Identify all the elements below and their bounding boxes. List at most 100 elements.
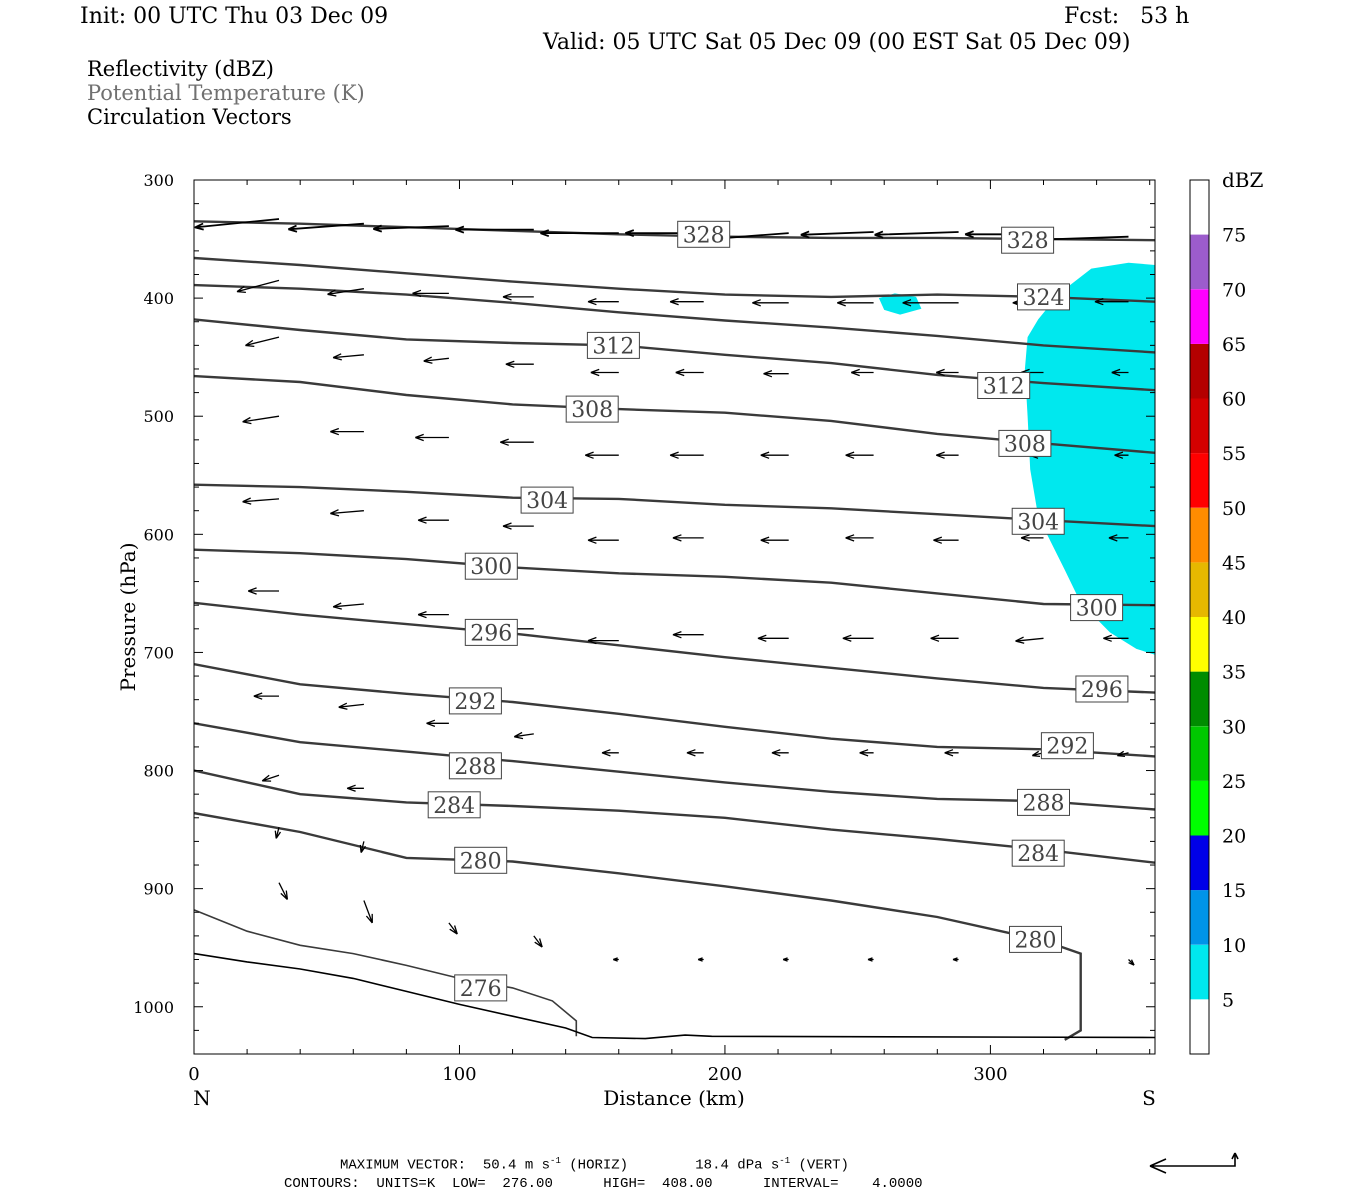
colorbar-swatch bbox=[1190, 562, 1209, 617]
circulation-vector bbox=[902, 299, 959, 307]
reflectivity-region-5dbz bbox=[1024, 262, 1155, 655]
forecast-hour: Fcst: 53 h bbox=[1064, 4, 1190, 29]
circulation-vector bbox=[359, 841, 367, 853]
colorbar-top-white bbox=[1190, 180, 1209, 235]
colorbar-title: dBZ bbox=[1222, 168, 1264, 192]
contour-label-box-288 bbox=[1017, 788, 1070, 816]
footer-max-vector-end: (VERT) bbox=[790, 1157, 849, 1174]
circulation-vector bbox=[760, 451, 789, 459]
circulation-vector bbox=[686, 749, 704, 757]
contour-label-292: 292 bbox=[454, 690, 496, 715]
circulation-vector bbox=[423, 356, 449, 364]
colorbar-label: 10 bbox=[1222, 935, 1246, 957]
contour-label-box-296 bbox=[464, 618, 518, 646]
circulation-vector bbox=[1020, 534, 1044, 542]
circulation-vector bbox=[274, 827, 282, 839]
circulation-vector bbox=[278, 882, 289, 900]
circulation-vector bbox=[584, 451, 619, 459]
x-end-label-north: N bbox=[193, 1086, 211, 1110]
circulation-vector bbox=[1094, 297, 1129, 306]
circulation-vector bbox=[590, 368, 619, 377]
reference-vector bbox=[1149, 1152, 1239, 1174]
contour-label-280: 280 bbox=[1015, 928, 1057, 953]
x-tick-label: 300 bbox=[973, 1064, 1007, 1085]
colorbar-swatch bbox=[1190, 398, 1209, 454]
circulation-vector bbox=[1103, 634, 1129, 642]
circulation-vector bbox=[338, 702, 364, 710]
theta-contour-328 bbox=[194, 220, 1155, 242]
contour-label-324: 324 bbox=[1023, 286, 1065, 311]
colorbar-label: 45 bbox=[1222, 552, 1246, 574]
circulation-vector bbox=[930, 634, 959, 642]
contour-label-308: 308 bbox=[1004, 432, 1046, 457]
theta-contour-304 bbox=[194, 483, 1155, 528]
terrain-line bbox=[194, 952, 1155, 1040]
circulation-vector bbox=[242, 497, 280, 505]
theta-contour-308 bbox=[194, 374, 1155, 454]
colorbar-label: 35 bbox=[1222, 662, 1246, 684]
contour-label-box-280 bbox=[454, 846, 508, 874]
circulation-vector bbox=[1116, 750, 1129, 758]
circulation-vector bbox=[363, 900, 373, 924]
circulation-vector bbox=[859, 749, 874, 757]
colorbar-label: 25 bbox=[1222, 771, 1246, 793]
contour-label-box-304 bbox=[1011, 507, 1065, 535]
contour-label-box-284 bbox=[427, 791, 481, 819]
reference-vector-arrow bbox=[1149, 1152, 1239, 1174]
y-tick-label: 600 bbox=[143, 525, 174, 544]
contour-label-box-312 bbox=[586, 331, 640, 359]
contour-label-292: 292 bbox=[1046, 735, 1088, 760]
circulation-vector bbox=[330, 509, 364, 517]
circulation-vector bbox=[842, 634, 874, 642]
theta-contour-288 bbox=[194, 722, 1155, 811]
theta-contour-layer bbox=[194, 220, 1155, 1041]
footer-max-vector: MAXIMUM VECTOR: 50.4 m s-1 (HORIZ) 18.4 … bbox=[340, 1156, 849, 1174]
circulation-vector bbox=[330, 427, 364, 436]
colorbar-label: 60 bbox=[1222, 389, 1246, 411]
circulation-vector bbox=[426, 719, 449, 728]
colorbar-label: 30 bbox=[1222, 716, 1246, 738]
circulation-vector bbox=[800, 230, 874, 239]
theta-contour-300 bbox=[194, 548, 1155, 607]
circulation-vector bbox=[505, 360, 534, 368]
contour-label-304: 304 bbox=[1017, 510, 1059, 535]
circulation-vector bbox=[1015, 636, 1044, 644]
contour-label-308: 308 bbox=[571, 398, 613, 423]
circulation-vector bbox=[845, 534, 874, 542]
y-tick-label: 800 bbox=[143, 762, 174, 781]
y-tick-label: 1000 bbox=[133, 998, 174, 1017]
colorbar: 5 10 15 20 25 30 35 40 45 50 55 60 65 70 75 bbox=[1189, 179, 1246, 1055]
contour-label-box-296 bbox=[1075, 675, 1129, 703]
circulation-vector bbox=[672, 534, 704, 542]
circulation-vector bbox=[327, 288, 364, 297]
x-tick-label: 100 bbox=[442, 1064, 476, 1085]
circulation-vector bbox=[587, 536, 619, 544]
colorbar-label: 5 bbox=[1222, 989, 1234, 1011]
contour-label-276: 276 bbox=[460, 977, 502, 1002]
circulation-vector bbox=[1114, 451, 1129, 459]
circulation-vector bbox=[697, 957, 704, 962]
circulation-vector bbox=[874, 230, 959, 239]
contour-label-box-324 bbox=[1017, 283, 1070, 311]
x-axis-title: Distance (km) bbox=[603, 1086, 745, 1110]
circulation-vector bbox=[782, 957, 789, 962]
axes-layer: 300 400 500 600 700 800 900 1000 0 100 200 300 bbox=[133, 171, 1155, 1085]
circulation-vector bbox=[935, 451, 959, 459]
colorbar-swatch bbox=[1190, 234, 1209, 290]
y-tick-label: 300 bbox=[143, 171, 174, 190]
colorbar-label: 75 bbox=[1222, 225, 1246, 247]
contour-label-300: 300 bbox=[1076, 597, 1118, 622]
circulation-vector bbox=[601, 749, 619, 757]
circulation-vector bbox=[752, 299, 789, 307]
circulation-vector bbox=[1128, 959, 1135, 966]
contour-label-box-284 bbox=[1011, 839, 1065, 867]
circulation-vector bbox=[669, 297, 704, 306]
circulation-vector bbox=[499, 438, 534, 446]
contour-label-box-312 bbox=[977, 372, 1031, 399]
contour-label-box-304 bbox=[520, 486, 574, 514]
circulation-vector bbox=[675, 368, 704, 377]
circulation-vector bbox=[867, 957, 874, 962]
circulation-vector bbox=[242, 415, 280, 425]
circulation-vector bbox=[455, 225, 534, 234]
